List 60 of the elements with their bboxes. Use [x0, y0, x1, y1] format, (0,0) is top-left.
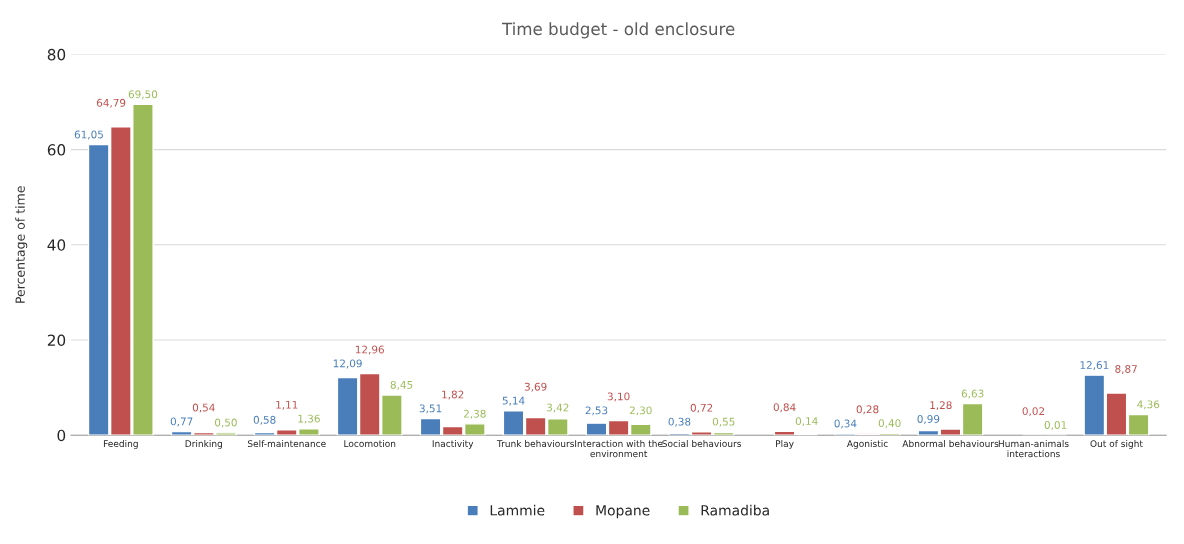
x-tick-label: Human-animals interactions	[998, 440, 1069, 458]
x-tick-label: Social behaviours	[662, 440, 742, 448]
data-label: 0,14	[795, 417, 818, 427]
x-tick-label: Agonistic	[846, 440, 888, 449]
x-tick-label: Abnormal behaviours	[902, 440, 999, 448]
legend-label: Mopane	[596, 505, 650, 519]
data-label: 2,53	[585, 406, 608, 416]
data-label: 0,38	[668, 417, 691, 427]
data-label: 0,02	[1022, 407, 1045, 417]
data-label: 6,63	[961, 389, 984, 399]
x-tick-label: Feeding	[103, 440, 138, 449]
data-label: 12,96	[355, 345, 384, 355]
data-label: 12,09	[333, 359, 362, 369]
y-axis-title: Percentage of time	[15, 186, 28, 303]
x-tick-label: Inactivity	[432, 440, 474, 449]
x-tick-label: Play	[776, 440, 794, 449]
x-tick-label: Out of sight	[1090, 440, 1143, 449]
data-label: 1,28	[930, 401, 952, 411]
y-tick-label: 20	[47, 334, 66, 347]
y-tick-label: 80	[47, 48, 66, 61]
data-label: 4,36	[1137, 400, 1160, 410]
legend-label: Ramadiba	[701, 504, 769, 516]
data-label: 12,61	[1080, 361, 1109, 371]
data-label: 0,77	[170, 417, 193, 427]
x-tick-label: Drinking	[185, 440, 223, 449]
data-label: 1,82	[442, 390, 464, 400]
chart-title: Time budget - old enclosure	[501, 22, 735, 39]
x-tick-label: Interaction with the environment	[575, 440, 663, 458]
data-label: 0,34	[834, 419, 857, 429]
data-label: 64,79	[96, 98, 126, 108]
data-label: 69,50	[128, 90, 158, 100]
data-label: 0,58	[253, 415, 276, 425]
data-label: 0,84	[773, 403, 796, 413]
data-label: 0,40	[878, 419, 901, 429]
data-label: 0,72	[690, 403, 713, 413]
y-tick-label: 60	[47, 144, 66, 156]
data-label: 0,28	[856, 405, 879, 415]
data-label: 0,99	[917, 415, 940, 424]
data-label: 3,51	[419, 404, 442, 414]
data-label: 0,50	[215, 418, 237, 428]
legend-label: Lammie	[490, 504, 545, 516]
data-label: 0,55	[712, 417, 735, 427]
data-label: 1,36	[298, 414, 320, 424]
data-label: 8,45	[390, 380, 413, 390]
data-label: 61,05	[74, 130, 103, 140]
data-label: 8,87	[1115, 365, 1137, 374]
data-label: 0,01	[1044, 421, 1067, 430]
data-label: 3,10	[607, 392, 630, 402]
y-tick-label: 40	[47, 239, 66, 251]
data-label: 2,38	[463, 409, 486, 419]
data-label: 2,30	[629, 406, 652, 416]
x-tick-label: Self-maintenance	[247, 440, 326, 448]
x-tick-label: Trunk behaviours	[496, 440, 574, 448]
y-tick-label: 0	[57, 429, 66, 442]
data-label: 3,69	[524, 382, 547, 392]
x-tick-label: Locomotion	[344, 440, 396, 448]
data-label: 1,11	[276, 400, 298, 410]
data-label: 3,42	[546, 403, 569, 413]
data-label: 0,54	[192, 403, 215, 413]
data-label: 5,14	[502, 396, 525, 406]
